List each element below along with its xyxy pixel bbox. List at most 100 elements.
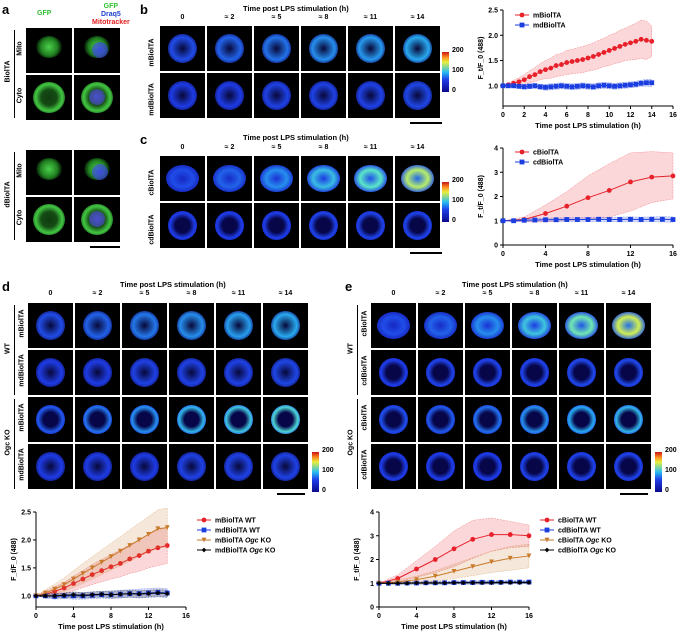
d-tile-r0-t3 [169, 303, 214, 348]
d-ytick-label-3: 2.5 [21, 510, 31, 517]
b-series-1-point-12 [564, 83, 570, 89]
b-series-1-point-5 [527, 83, 532, 89]
d-tile-r3-t4 [216, 444, 261, 489]
c-tile-r1-t2 [254, 203, 299, 248]
e-tile-r2-t3 [512, 397, 557, 442]
b-tile-r0-t0 [160, 26, 205, 71]
c-tile-r1-t1 [207, 203, 252, 248]
c-tile-r0-t1-cell [212, 164, 247, 193]
b-series-0-point-17 [590, 54, 596, 59]
c-ytick-label-2: 2 [494, 194, 498, 201]
b-tile-r1-t0-cell [168, 81, 197, 110]
b-series-1-point-26 [638, 80, 644, 86]
b-series-0-point-20 [606, 48, 612, 53]
a-tile-r1-merge [74, 75, 120, 120]
c-series-0-point-6 [628, 179, 633, 185]
d-tile-r2-t0 [28, 397, 73, 442]
c-tile-r0-t5-cell [400, 164, 435, 193]
e-ytick-label-3: 3 [370, 533, 374, 540]
b-series-0-point-11 [559, 62, 564, 67]
e-tile-r2-t4-cell [567, 405, 596, 434]
e-ytick-label-2: 2 [370, 557, 374, 564]
d-xtick-label-0: 0 [34, 613, 38, 620]
e-series-3-point-8 [451, 580, 457, 586]
b-tile-r0-t3 [301, 26, 346, 71]
e-tile-r2-t2-cell [473, 405, 502, 434]
b-series-1-point-7 [537, 84, 543, 90]
c-series-1-point-3 [532, 217, 538, 223]
b-legend-0-label: mBiolTA [533, 13, 561, 20]
e-tile-r1-t2 [465, 350, 510, 395]
b-series-0-point-6 [532, 72, 538, 78]
e-legend-3-label: cdBiolTA Ogc KO [558, 548, 617, 555]
c-series-1-point-13 [638, 217, 644, 222]
c-title: Time post LPS stimulation (h) [243, 133, 349, 142]
e-xlabel: Time post LPS stimulation (h) [401, 622, 507, 631]
d-series-2-point-13 [155, 526, 161, 532]
c-row-1: cdBiolTA [148, 214, 156, 245]
d-tile-r0-t0 [28, 303, 73, 348]
c-xtick-label-2: 8 [586, 251, 590, 258]
a-col-merge: GFP Draq5 Mitotracker [92, 3, 130, 27]
c-xtick-label-4: 16 [669, 251, 677, 258]
b-xtick-label-1: 2 [522, 112, 526, 119]
b-ytick-label-2: 2.0 [488, 33, 498, 40]
d-series-3-point-3 [61, 592, 67, 598]
e-tile-r0-t5-cell [611, 311, 646, 340]
b-series-0-point-28 [649, 38, 655, 44]
b-scalebar [410, 122, 442, 124]
c-series-1-point-10 [606, 217, 612, 222]
d-tile-r2-t2 [122, 397, 167, 442]
d-tile-r1-t5 [263, 350, 308, 395]
e-tile-r0-t3 [512, 303, 557, 348]
d-tile-r3-t3 [169, 444, 214, 489]
b-time-1: ≈ 2 [224, 14, 235, 21]
d-series-3-point-12 [146, 591, 151, 596]
b-tile-r1-t5 [395, 73, 440, 118]
e-tile-r1-t4-cell [567, 358, 596, 387]
e-tile-r3-t0 [371, 444, 416, 489]
d-series-3-point-4 [71, 592, 76, 598]
d-xtick-label-4: 16 [182, 613, 190, 620]
b-ytick-label-1: 1.5 [488, 58, 498, 65]
c-legend-1-marker [519, 159, 525, 165]
d-legend-2-marker [201, 537, 207, 543]
d-series-2-point-6 [89, 565, 95, 571]
d-series-2-point-5 [80, 571, 86, 576]
b-ylabel: F_t/F_0 (488) [478, 37, 485, 80]
b-tile-r1-t5-cell [403, 81, 432, 110]
c-ytick-label-3: 3 [494, 170, 498, 177]
d-series-0-point-5 [80, 576, 86, 582]
d-tile-r0-t2 [122, 303, 167, 348]
e-tile-r0-t2 [465, 303, 510, 348]
d-tile-r3-t2-cell [130, 452, 159, 481]
d-series-0-point-11 [136, 553, 142, 558]
b-series-0-point-7 [537, 69, 543, 75]
d-tile-r3-t5-cell [271, 452, 300, 481]
b-series-1-point-14 [574, 83, 580, 89]
c-tile-r1-t1-cell [215, 211, 244, 240]
d-series-3-point-6 [89, 592, 95, 598]
c-time-1: ≈ 2 [224, 144, 235, 151]
d-series-0-point-4 [71, 581, 76, 586]
b-colorbar-label-mid: 100 [452, 67, 464, 74]
e-tile-r1-t0-cell [379, 358, 408, 387]
a-tile-r0-gfp-mito [36, 36, 62, 58]
e-legend-0-marker [544, 517, 550, 523]
d-series-0-point-3 [61, 585, 67, 591]
d-bracket-wt [14, 305, 15, 395]
e-legend-1-label: cdBiolTA WT [558, 528, 601, 535]
a-tile-r0-gfp [26, 28, 72, 73]
c-tile-r0-t3-cell [306, 164, 341, 193]
d-tile-r0-t5-cell [271, 311, 300, 340]
b-colorbar-label-max: 200 [452, 47, 464, 54]
d-tile-r2-t1 [75, 397, 120, 442]
c-colorbar-label-min: 0 [452, 217, 456, 224]
e-group-wt: WT [347, 343, 355, 354]
d-series-3-point-0 [33, 593, 39, 599]
b-series-1-point-4 [521, 84, 527, 90]
a-group1-bracket [14, 30, 15, 118]
b-series-0-point-15 [580, 57, 586, 62]
d-series-0-point-9 [117, 561, 123, 566]
